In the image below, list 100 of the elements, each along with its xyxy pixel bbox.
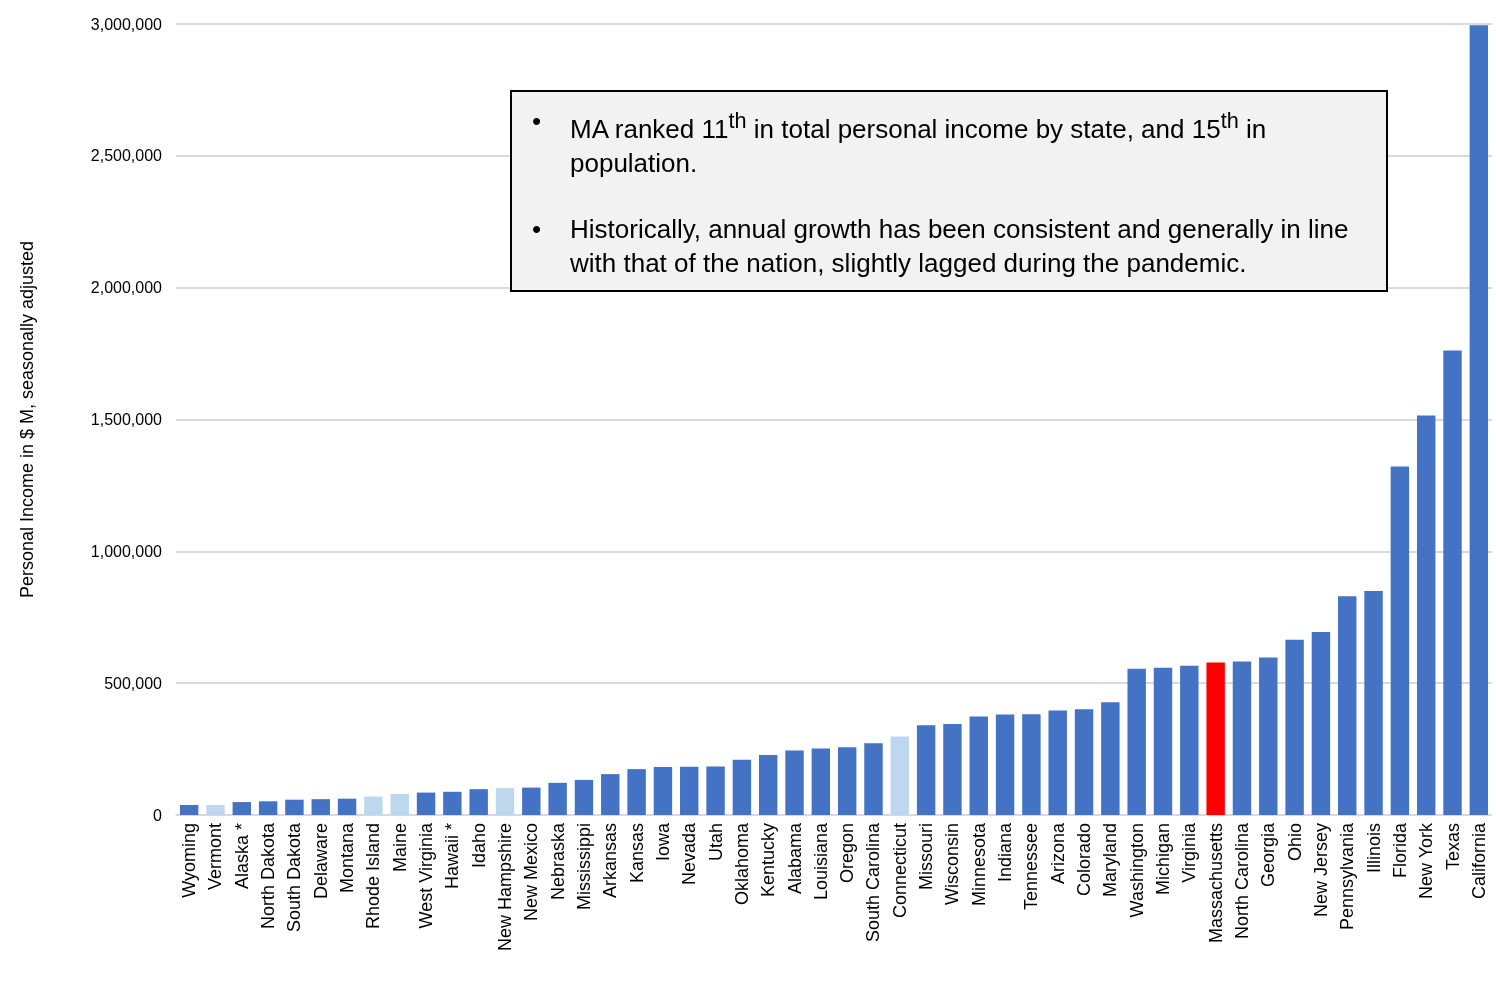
x-tick-label: Hawaii * xyxy=(442,823,463,890)
x-tick-label: Rhode Island xyxy=(363,823,384,930)
bar xyxy=(837,747,857,815)
x-tick-label: Texas xyxy=(1442,823,1463,871)
x-tick-label: California xyxy=(1468,822,1489,900)
x-tick-label: New York xyxy=(1416,822,1437,900)
y-tick-label: 1,000,000 xyxy=(90,542,163,560)
bar xyxy=(179,804,199,815)
text-box: • MA ranked 11$^{th}$ in total personal income by state, and 15$^{th}$ in population. • Historically, annual growth has been consistent and generally in line with that of the nation, slightly lagged during the pandemic. xyxy=(510,90,1388,292)
y-tick-label: 1,500,000 xyxy=(90,411,163,428)
x-tick-label: North Dakota xyxy=(258,822,279,930)
bar xyxy=(627,769,646,815)
x-tick-label: Pennsylvania xyxy=(1337,822,1358,931)
bar xyxy=(311,799,330,815)
x-tick-label: Wisconsin xyxy=(942,823,963,906)
x-tick-label: Arizona xyxy=(1047,822,1068,885)
bar xyxy=(601,774,620,815)
bar xyxy=(1232,661,1252,815)
bar xyxy=(1390,466,1410,815)
bar xyxy=(364,796,383,815)
bar xyxy=(469,789,488,815)
bar xyxy=(548,782,567,815)
x-tick-label: Alabama xyxy=(784,822,805,895)
x-tick-label: Kansas xyxy=(626,823,647,884)
x-tick-label: Utah xyxy=(705,823,726,862)
x-tick-label: Alaska * xyxy=(231,823,252,890)
x-tick-label: Mississippi xyxy=(573,823,594,911)
x-tick-label: Washington xyxy=(1126,823,1147,918)
bar xyxy=(785,750,804,815)
x-tick-label: Tennessee xyxy=(1021,823,1042,911)
bar xyxy=(416,792,436,815)
y-tick-label: 500,000 xyxy=(104,674,163,692)
bar xyxy=(969,716,988,815)
bar xyxy=(943,724,962,815)
x-tick-label: Oregon xyxy=(837,823,858,884)
x-tick-label: Colorado xyxy=(1074,823,1095,897)
bar xyxy=(1127,668,1146,815)
bar xyxy=(916,725,936,815)
x-tick-label: North Carolina xyxy=(1231,822,1252,940)
x-tick-label: Oklahoma xyxy=(731,822,752,906)
x-tick-label: Connecticut xyxy=(889,823,910,919)
bar xyxy=(758,754,778,815)
bar xyxy=(574,779,594,815)
x-tick-label: Nebraska xyxy=(547,822,568,901)
y-tick-label: 3,000,000 xyxy=(90,15,163,33)
bar xyxy=(653,767,673,815)
x-tick-label: Wyoming xyxy=(179,823,200,898)
bar xyxy=(522,787,541,815)
bar xyxy=(1206,662,1225,815)
bar xyxy=(1048,710,1067,815)
x-tick-label: Massachusetts xyxy=(1205,823,1226,944)
bar xyxy=(1153,667,1173,815)
bar xyxy=(811,748,831,815)
x-tick-label: South Dakota xyxy=(284,822,305,933)
x-tick-label: Georgia xyxy=(1258,822,1279,888)
x-tick-label: Maryland xyxy=(1100,823,1121,898)
x-tick-label: Montana xyxy=(337,822,358,894)
x-tick-label: Delaware xyxy=(310,823,331,900)
bar xyxy=(232,802,252,815)
x-tick-label: New Mexico xyxy=(521,823,542,922)
bar xyxy=(995,714,1015,815)
bar xyxy=(1285,639,1304,815)
bar xyxy=(1259,657,1278,815)
bar xyxy=(1338,596,1357,815)
x-tick-label: West Virginia xyxy=(416,822,437,929)
x-tick-label: Iowa xyxy=(652,822,673,862)
x-tick-label: Florida xyxy=(1389,822,1410,879)
bar xyxy=(390,793,409,815)
y-tick-label: 0 xyxy=(153,806,163,824)
x-tick-label: Ohio xyxy=(1284,823,1305,862)
bar xyxy=(732,759,752,815)
bar xyxy=(1443,350,1462,815)
bar xyxy=(443,791,462,815)
x-tick-label: Minnesota xyxy=(968,822,989,907)
bar xyxy=(206,804,225,815)
bar xyxy=(680,766,699,815)
x-tick-label: Vermont xyxy=(205,823,226,891)
x-tick-label: Arkansas xyxy=(600,823,621,899)
x-tick-label: Maine xyxy=(389,823,410,873)
x-tick-label: Indiana xyxy=(995,822,1016,883)
bar xyxy=(1416,415,1436,815)
y-axis-title: Personal Income in $ M, seasonally adjusted xyxy=(17,240,37,599)
x-tick-label: Louisiana xyxy=(810,822,831,901)
bar xyxy=(1469,25,1489,815)
bar xyxy=(337,798,357,815)
x-tick-label: Kentucky xyxy=(758,823,779,898)
x-tick-label: Illinois xyxy=(1363,823,1384,874)
bar xyxy=(1180,665,1199,815)
x-tick-label: South Carolina xyxy=(863,822,884,943)
bar xyxy=(1311,632,1331,815)
x-tick-label: New Hampshire xyxy=(495,823,515,952)
y-tick-label: 2,500,000 xyxy=(90,147,163,165)
bar xyxy=(258,801,278,815)
bar xyxy=(706,766,725,815)
bar xyxy=(285,799,304,815)
x-tick-label: New Jersey xyxy=(1310,823,1331,918)
bar xyxy=(1022,714,1041,815)
bar xyxy=(1101,702,1120,815)
x-tick-label: Virginia xyxy=(1179,822,1200,883)
x-tick-label: Michigan xyxy=(1153,823,1173,896)
